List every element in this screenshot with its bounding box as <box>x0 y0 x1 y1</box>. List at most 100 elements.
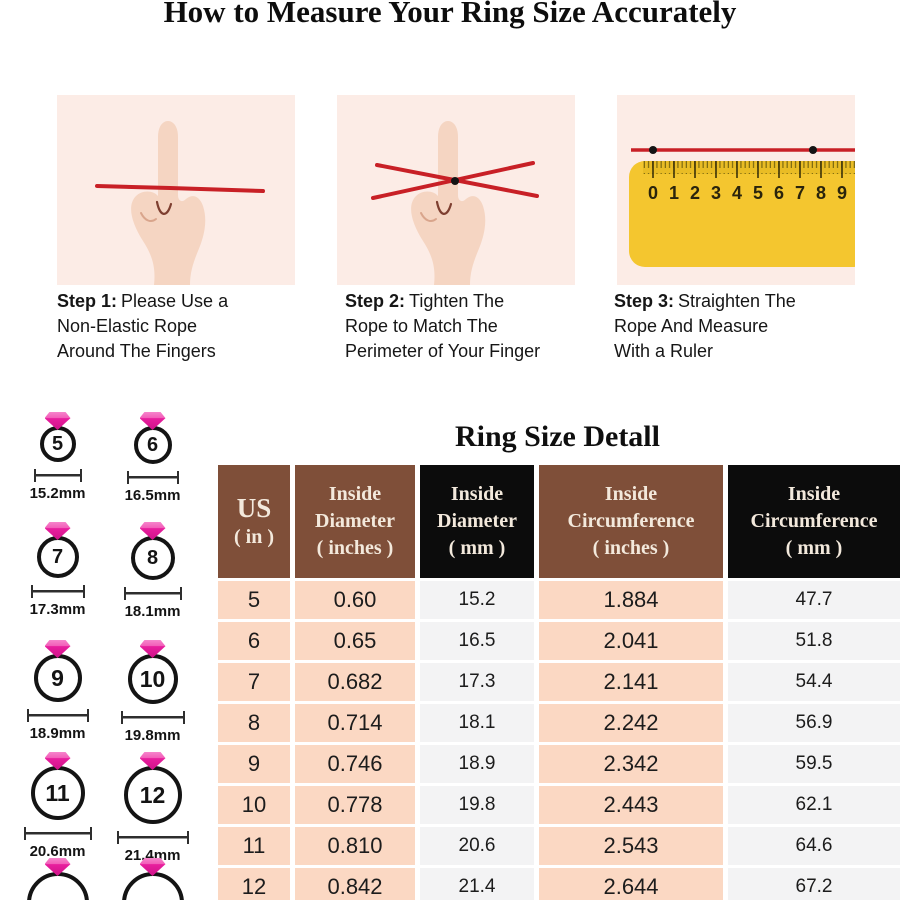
rope-end-dot <box>809 146 817 154</box>
hand-shape <box>411 121 486 285</box>
diameter-bracket <box>126 471 179 484</box>
cell-circumference-in: 2.041 <box>539 622 723 660</box>
svg-text:1: 1 <box>669 183 679 203</box>
ring-number: 12 <box>139 781 166 808</box>
step3-image-panel: 0 1 2 3 4 5 6 7 8 9 <box>617 95 855 285</box>
step1-image-panel <box>57 95 295 285</box>
ruler-body <box>629 161 855 267</box>
cell-diameter-mm: 20.6 <box>420 827 534 865</box>
step1-caption: Step 1: Please Use a Non-Elastic Rope Aro… <box>57 291 229 361</box>
cell-diameter-in: 0.746 <box>295 745 415 783</box>
hand-shape <box>131 121 206 285</box>
ring-number: 8 <box>146 546 159 569</box>
ring-number: 7 <box>51 545 64 568</box>
cell-circumference-mm: 56.9 <box>728 704 900 742</box>
ring-diameter-label: 18.1mm <box>124 603 181 620</box>
diameter-bracket <box>30 585 85 598</box>
ring-size-partial-right <box>105 858 200 900</box>
ruler-tick-band <box>643 161 855 174</box>
ring-size-7: 7 17.3mm <box>10 522 105 618</box>
knuckle-crease <box>420 212 437 222</box>
ring-size-6: 6 16.5mm <box>105 412 200 504</box>
ring-band: 12 <box>123 766 182 824</box>
header-inside-diameter-mm: Inside Diameter ( mm ) <box>420 465 534 578</box>
cell-diameter-in: 0.60 <box>295 581 415 619</box>
step2-label: Step 2: <box>345 291 406 311</box>
cell-circumference-in: 2.141 <box>539 663 723 701</box>
ring-band: 7 <box>36 536 79 578</box>
svg-text:6: 6 <box>774 183 784 203</box>
cell-circumference-mm: 47.7 <box>728 581 900 619</box>
ring-number: 9 <box>51 664 64 691</box>
cell-circumference-mm: 54.4 <box>728 663 900 701</box>
table-title: Ring Size Detall <box>455 420 660 453</box>
step2-image-panel <box>337 95 575 285</box>
cell-diameter-mm: 16.5 <box>420 622 534 660</box>
cell-diameter-mm: 15.2 <box>420 581 534 619</box>
cell-us: 10 <box>218 786 290 824</box>
ring-band <box>26 872 89 900</box>
cell-circumference-in: 2.543 <box>539 827 723 865</box>
cell-circumference-in: 2.443 <box>539 786 723 824</box>
ring-diameter-label: 19.8mm <box>124 727 181 744</box>
diameter-bracket <box>123 587 182 600</box>
cell-circumference-mm: 64.6 <box>728 827 900 865</box>
ring-diameter-label: 20.6mm <box>29 843 86 860</box>
hand-with-rope-illustration <box>95 121 265 285</box>
ring-diameter-label: 21.4mm <box>124 847 181 864</box>
diameter-bracket <box>33 469 82 482</box>
finger-crease <box>155 200 173 215</box>
diameter-bracket <box>120 711 185 724</box>
cell-circumference-mm: 59.5 <box>728 745 900 783</box>
ring-band: 8 <box>130 536 175 580</box>
cell-us: 7 <box>218 663 290 701</box>
ring-band: 9 <box>33 654 82 702</box>
cell-circumference-in: 2.342 <box>539 745 723 783</box>
diameter-bracket <box>23 827 92 840</box>
ring-diameter-label: 16.5mm <box>124 487 181 504</box>
svg-text:5: 5 <box>753 183 763 203</box>
cell-diameter-in: 0.65 <box>295 622 415 660</box>
header-inside-circumference-mm: Inside Circumference ( mm ) <box>728 465 900 578</box>
svg-text:2: 2 <box>690 183 700 203</box>
ring-band <box>121 872 184 900</box>
cell-diameter-in: 0.810 <box>295 827 415 865</box>
ring-band: 5 <box>39 426 76 462</box>
cell-us: 11 <box>218 827 290 865</box>
cell-circumference-mm: 67.2 <box>728 868 900 900</box>
page-title: How to Measure Your Ring Size Accurately <box>163 0 737 29</box>
svg-text:9: 9 <box>837 183 847 203</box>
ring-diameter-label: 17.3mm <box>29 601 86 618</box>
svg-text:0: 0 <box>648 183 658 203</box>
ring-number: 11 <box>45 779 70 806</box>
cell-diameter-in: 0.714 <box>295 704 415 742</box>
hand-with-tightened-rope-illustration <box>371 121 539 285</box>
ring-size-5: 5 15.2mm <box>10 412 105 502</box>
cell-us: 8 <box>218 704 290 742</box>
cell-us: 5 <box>218 581 290 619</box>
step3-caption: Step 3: Straighten The Rope And Measure W… <box>614 291 796 361</box>
svg-text:3: 3 <box>711 183 721 203</box>
diameter-bracket <box>116 831 189 844</box>
cell-us: 9 <box>218 745 290 783</box>
ring-size-12: 12 21.4mm <box>105 752 200 864</box>
ring-diameter-label: 15.2mm <box>29 485 86 502</box>
cell-diameter-mm: 17.3 <box>420 663 534 701</box>
cell-diameter-mm: 19.8 <box>420 786 534 824</box>
cell-circumference-in: 2.242 <box>539 704 723 742</box>
finger-crease <box>435 200 453 215</box>
rope-start-dot <box>649 146 657 154</box>
ring-number: 10 <box>139 665 166 692</box>
ring-size-partial-left <box>10 858 105 900</box>
header-us: US ( in ) <box>218 465 290 578</box>
cell-circumference-in: 1.884 <box>539 581 723 619</box>
ring-band: 6 <box>133 426 172 464</box>
cell-circumference-in: 2.644 <box>539 868 723 900</box>
cell-us: 6 <box>218 622 290 660</box>
svg-text:8: 8 <box>816 183 826 203</box>
header-inside-diameter-inches: Inside Diameter ( inches ) <box>295 465 415 578</box>
ring-size-8: 8 18.1mm <box>105 522 200 620</box>
ring-band: 10 <box>127 654 178 704</box>
ring-size-10: 10 19.8mm <box>105 640 200 744</box>
ruler-cm-ticks <box>652 161 843 178</box>
